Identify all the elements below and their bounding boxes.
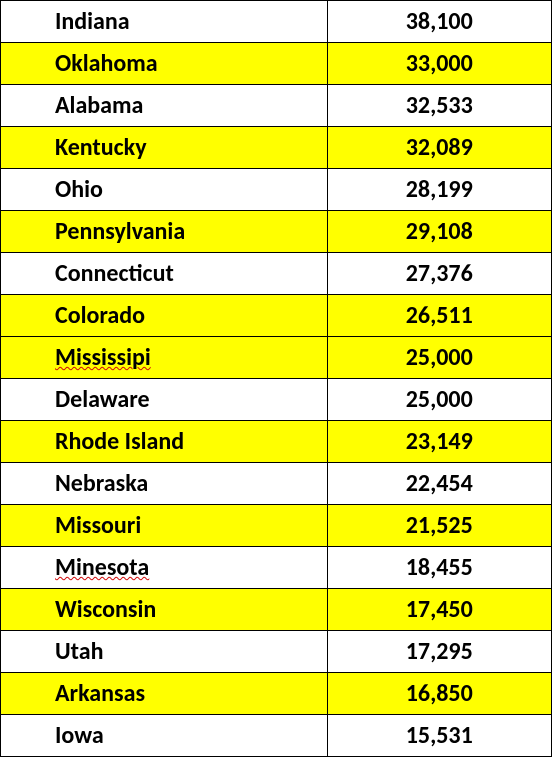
value-cell: 25,000 <box>327 337 551 379</box>
value-cell: 22,454 <box>327 463 551 505</box>
state-cell: Iowa <box>1 715 328 757</box>
state-cell: Alabama <box>1 85 328 127</box>
table-row: Missouri21,525 <box>1 505 552 547</box>
state-cell: Delaware <box>1 379 328 421</box>
table-row: Ohio28,199 <box>1 169 552 211</box>
state-cell: Minesota <box>1 547 328 589</box>
table-row: Indiana38,100 <box>1 1 552 43</box>
table-row: Delaware25,000 <box>1 379 552 421</box>
value-cell: 27,376 <box>327 253 551 295</box>
value-cell: 32,533 <box>327 85 551 127</box>
table-row: Utah17,295 <box>1 631 552 673</box>
value-cell: 32,089 <box>327 127 551 169</box>
state-cell: Wisconsin <box>1 589 328 631</box>
state-cell: Oklahoma <box>1 43 328 85</box>
states-table-body: Indiana38,100Oklahoma33,000Alabama32,533… <box>1 1 552 757</box>
value-cell: 26,511 <box>327 295 551 337</box>
value-cell: 38,100 <box>327 1 551 43</box>
spellcheck-word: Mississipi <box>55 343 151 372</box>
table-row: Mississipi 25,000 <box>1 337 552 379</box>
value-cell: 15,531 <box>327 715 551 757</box>
states-table: Indiana38,100Oklahoma33,000Alabama32,533… <box>0 0 552 757</box>
state-cell: Indiana <box>1 1 328 43</box>
value-cell: 17,295 <box>327 631 551 673</box>
table-row: Minesota 18,455 <box>1 547 552 589</box>
table-row: Kentucky32,089 <box>1 127 552 169</box>
value-cell: 16,850 <box>327 673 551 715</box>
table-row: Nebraska22,454 <box>1 463 552 505</box>
state-cell: Arkansas <box>1 673 328 715</box>
table-row: Connecticut27,376 <box>1 253 552 295</box>
state-cell: Ohio <box>1 169 328 211</box>
state-cell: Mississipi <box>1 337 328 379</box>
table-row: Rhode Island23,149 <box>1 421 552 463</box>
table-row: Alabama32,533 <box>1 85 552 127</box>
value-cell: 18,455 <box>327 547 551 589</box>
value-cell: 29,108 <box>327 211 551 253</box>
table-row: Iowa15,531 <box>1 715 552 757</box>
state-cell: Connecticut <box>1 253 328 295</box>
state-cell: Colorado <box>1 295 328 337</box>
table-row: Oklahoma33,000 <box>1 43 552 85</box>
state-cell: Pennsylvania <box>1 211 328 253</box>
table-row: Arkansas16,850 <box>1 673 552 715</box>
state-cell: Kentucky <box>1 127 328 169</box>
value-cell: 17,450 <box>327 589 551 631</box>
value-cell: 21,525 <box>327 505 551 547</box>
value-cell: 33,000 <box>327 43 551 85</box>
value-cell: 28,199 <box>327 169 551 211</box>
state-cell: Nebraska <box>1 463 328 505</box>
state-cell: Missouri <box>1 505 328 547</box>
table-row: Wisconsin17,450 <box>1 589 552 631</box>
value-cell: 23,149 <box>327 421 551 463</box>
table-row: Pennsylvania29,108 <box>1 211 552 253</box>
spellcheck-word: Minesota <box>55 553 149 582</box>
state-cell: Rhode Island <box>1 421 328 463</box>
table-row: Colorado26,511 <box>1 295 552 337</box>
state-cell: Utah <box>1 631 328 673</box>
value-cell: 25,000 <box>327 379 551 421</box>
